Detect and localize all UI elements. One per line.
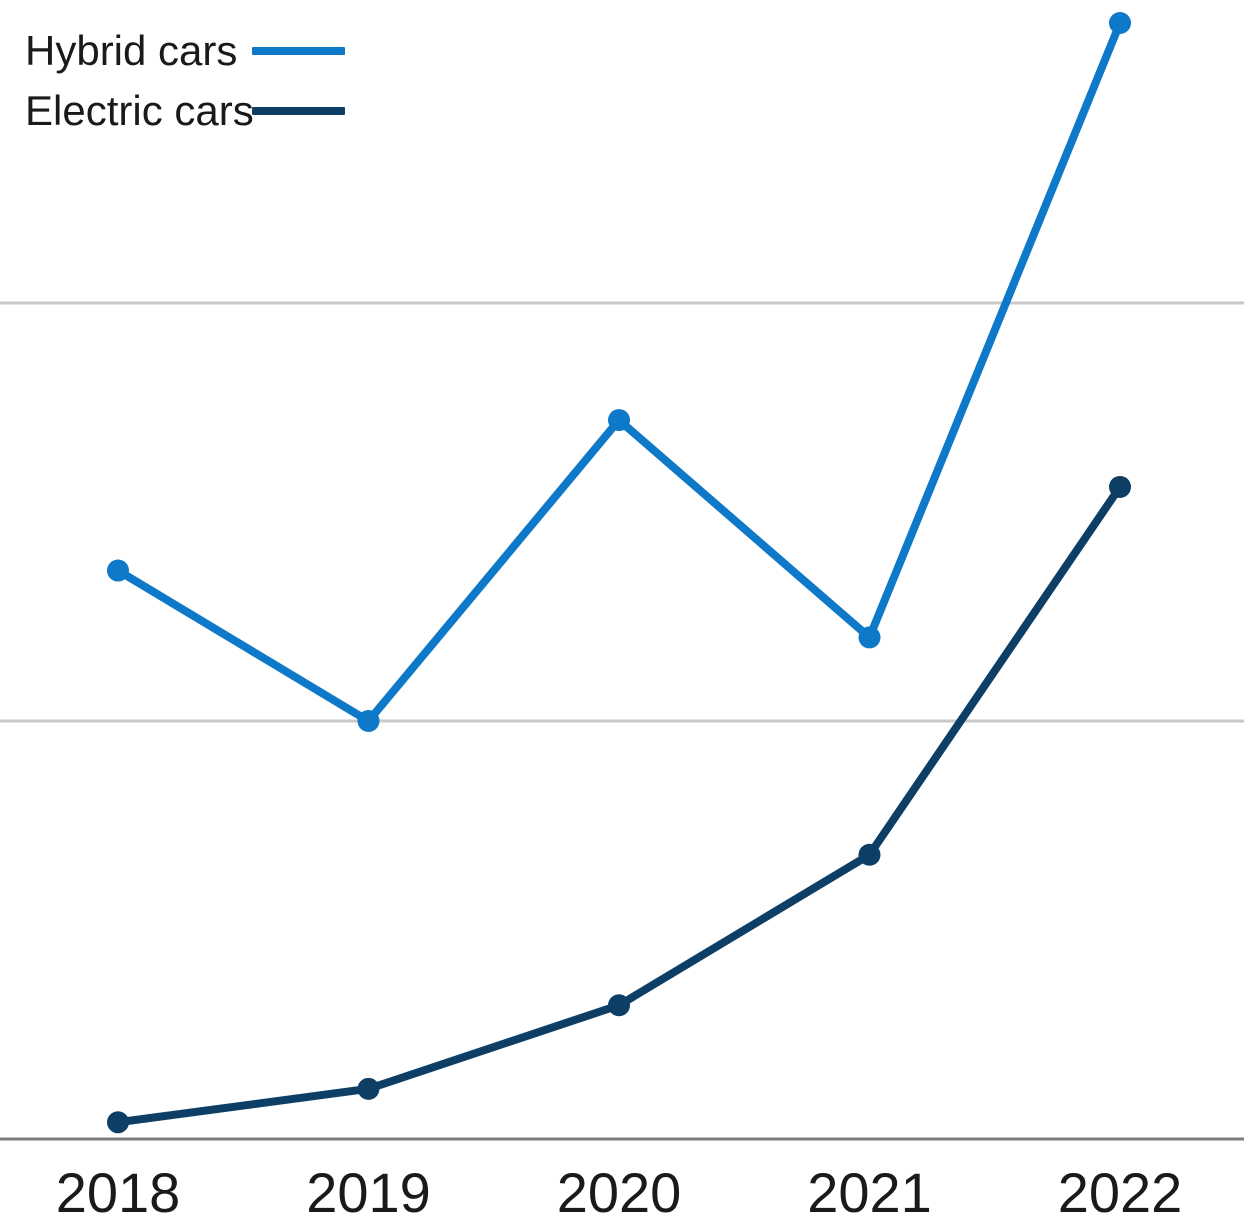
data-point-electric-cars-2019 bbox=[357, 1077, 380, 1100]
legend-label-electric-cars: Electric cars bbox=[25, 87, 254, 134]
data-point-electric-cars-2018 bbox=[107, 1111, 129, 1134]
data-point-hybrid-cars-2022 bbox=[1109, 11, 1131, 34]
data-point-hybrid-cars-2021 bbox=[858, 626, 881, 649]
series-line-electric-cars bbox=[114, 482, 1124, 1127]
legend-line-swatch-electric bbox=[252, 107, 345, 115]
legend-line-swatch-hybrid bbox=[252, 47, 345, 55]
legend-label-hybrid-cars: Hybrid cars bbox=[25, 27, 238, 74]
legend-item-hybrid-cars: Hybrid cars bbox=[25, 26, 345, 76]
data-point-electric-cars-2021 bbox=[858, 843, 881, 866]
data-point-hybrid-cars-2019 bbox=[357, 710, 380, 733]
x-tick-label: 2018 bbox=[56, 1161, 181, 1220]
x-tick-label: 2020 bbox=[557, 1161, 682, 1220]
x-tick-label: 2022 bbox=[1058, 1161, 1183, 1220]
chart-legend: Hybrid cars Electric cars bbox=[25, 26, 345, 136]
data-point-electric-cars-2022 bbox=[1109, 475, 1131, 498]
legend-item-electric-cars: Electric cars bbox=[25, 86, 345, 136]
data-point-hybrid-cars-2018 bbox=[107, 559, 129, 582]
x-tick-label: 2021 bbox=[807, 1161, 932, 1220]
data-point-electric-cars-2020 bbox=[608, 994, 630, 1017]
data-point-hybrid-cars-2020 bbox=[608, 409, 630, 432]
x-tick-label: 2019 bbox=[306, 1161, 431, 1220]
